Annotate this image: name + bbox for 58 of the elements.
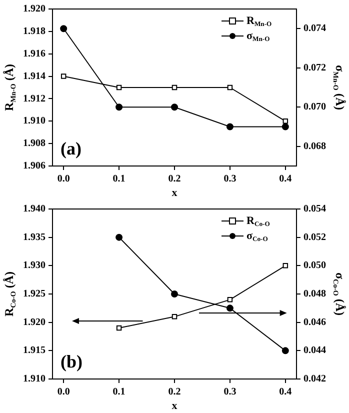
x-tick-label: 0.1 [112, 174, 126, 185]
annotation: (b) [60, 352, 83, 372]
point [116, 104, 123, 111]
y-tick-label: 1.920 [23, 316, 46, 328]
y-tick-label: 1.915 [23, 345, 46, 356]
y-tick-label: 1.920 [23, 4, 46, 15]
y-tick-label: 1.908 [23, 138, 46, 150]
y-tick-label: 1.910 [23, 116, 46, 127]
x-tick-label: 0.0 [57, 386, 70, 398]
y-tick-label: 1.935 [23, 232, 46, 243]
x-axis-title: x [172, 186, 178, 199]
point [226, 123, 234, 130]
y2-tick-label: 0.048 [304, 288, 326, 300]
x-axis-title: x [172, 400, 178, 412]
point [282, 123, 289, 130]
y-tick-label: 1.916 [23, 48, 46, 60]
y2-tick-label: 0.050 [304, 260, 326, 272]
y-tick-label: 1.940 [23, 204, 46, 215]
point [226, 304, 234, 312]
point [227, 297, 233, 302]
y-tick-label: 1.930 [23, 260, 46, 272]
point [282, 347, 289, 354]
x-tick-label: 0.2 [168, 386, 181, 398]
x-tick-label: 0.2 [168, 174, 181, 185]
y2-tick-label: 0.054 [304, 204, 326, 215]
y-tick-label: 1.906 [23, 160, 46, 172]
y2-tick-label: 0.044 [304, 345, 326, 356]
x-tick-label: 0.3 [224, 174, 236, 185]
y2-tick-label: 0.052 [304, 232, 326, 243]
y2-tick-label: 0.070 [304, 102, 326, 113]
point [171, 290, 178, 298]
y2-tick-label: 0.068 [304, 140, 326, 152]
y-tick-label: 1.912 [23, 93, 46, 104]
y2-tick-label: 0.042 [304, 374, 326, 385]
annotation: (a) [60, 138, 82, 159]
y2-tick-label: 0.074 [304, 23, 326, 34]
point [116, 234, 123, 241]
y2-tick-label: 0.072 [304, 62, 326, 74]
x-tick-label: 0.1 [112, 386, 126, 398]
point [171, 104, 178, 111]
point [116, 84, 122, 90]
y-tick-label: 1.910 [23, 374, 46, 385]
y-tick-label: 1.925 [23, 288, 46, 300]
point [116, 325, 122, 331]
x-tick-label: 0.0 [57, 174, 70, 185]
y-tick-label: 1.918 [23, 26, 46, 38]
point [282, 263, 288, 268]
point [60, 74, 66, 79]
point [227, 84, 233, 90]
point [60, 25, 68, 32]
point [172, 314, 178, 320]
x-tick-label: 0.4 [279, 174, 292, 185]
x-tick-label: 0.4 [279, 386, 292, 398]
y2-tick-label: 0.046 [304, 316, 326, 328]
point [172, 84, 178, 90]
y-tick-label: 1.914 [23, 70, 46, 82]
x-tick-label: 0.3 [224, 386, 236, 398]
point [282, 118, 288, 124]
